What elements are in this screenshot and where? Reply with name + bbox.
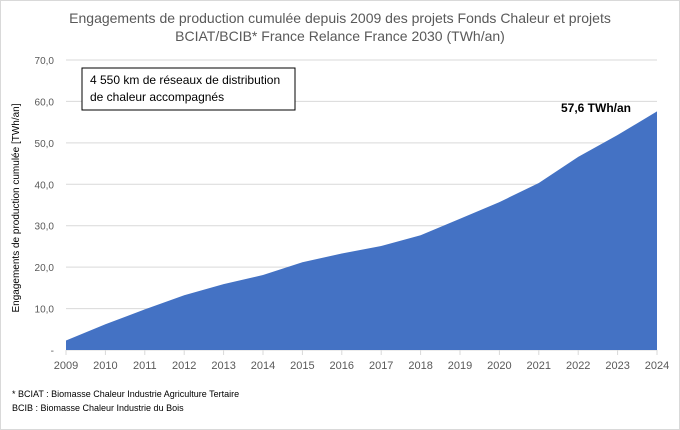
area-series [66,111,657,351]
y-tick-label: - [51,346,54,357]
x-tick-label: 2019 [448,360,472,372]
annotation-line2: de chaleur accompagnés [90,90,224,104]
data-label-2024: 57,6 TWh/an [561,101,631,115]
y-tick-label: 70,0 [35,56,55,67]
y-tick-label: 40,0 [35,180,55,191]
x-tick-label: 2017 [369,360,393,372]
x-tick-label: 2021 [527,360,551,372]
footnote-bciat: * BCIAT : Biomasse Chaleur Industrie Agr… [12,389,239,399]
footnote-bcib: BCIB : Biomasse Chaleur Industrie du Boi… [12,403,184,413]
x-tick-label: 2022 [566,360,590,372]
x-tick-label: 2013 [211,360,235,372]
y-tick-label: 50,0 [35,139,55,150]
x-tick-label: 2024 [645,360,669,372]
x-tick-label: 2016 [330,360,354,372]
y-tick-label: 60,0 [35,97,55,108]
chart-title-line2: BCIAT/BCIB* France Relance France 2030 (… [175,28,505,44]
x-tick-label: 2011 [133,360,157,372]
x-tick-label: 2020 [487,360,511,372]
x-tick-label: 2012 [172,360,196,372]
x-tick-label: 2010 [93,360,117,372]
y-axis-label: Engagements de production cumulée [TWh/a… [11,103,22,312]
y-tick-label: 30,0 [35,222,55,233]
x-tick-label: 2023 [605,360,629,372]
y-tick-label: 10,0 [35,305,55,316]
x-tick-label: 2015 [290,360,314,372]
chart-title-line1: Engagements de production cumulée depuis… [69,10,611,26]
y-tick-label: 20,0 [35,263,55,274]
x-tick-label: 2018 [408,360,432,372]
x-tick-label: 2014 [251,360,275,372]
annotation-box [81,67,296,111]
x-tick-label: 2009 [54,360,78,372]
annotation-line1: 4 550 km de réseaux de distribution [90,73,280,87]
